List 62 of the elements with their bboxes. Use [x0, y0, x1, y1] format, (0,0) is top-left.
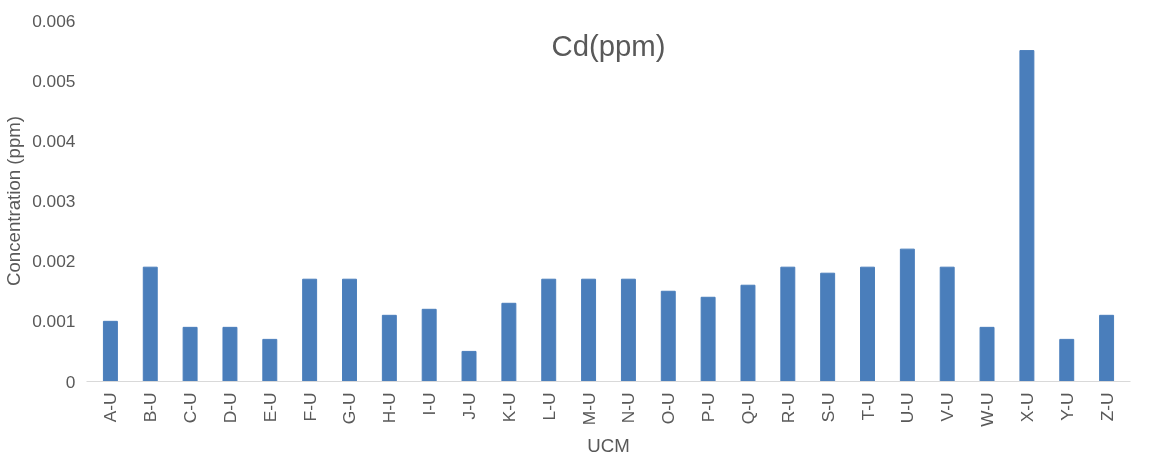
x-tick-label: L-U: [538, 392, 559, 421]
x-tick-label: A-U: [100, 392, 121, 423]
bar: [302, 278, 318, 382]
bar: [939, 266, 955, 382]
y-tick-label: 0.006: [32, 10, 76, 31]
x-tick-label: S-U: [817, 392, 838, 423]
bar: [1059, 338, 1075, 382]
x-tick-label: O-U: [658, 392, 679, 425]
x-tick-label: E-U: [259, 392, 280, 423]
bar: [461, 350, 477, 382]
y-axis-title: Concentration (ppm): [3, 115, 25, 287]
bar: [501, 302, 517, 382]
x-tick-label: B-U: [140, 392, 161, 423]
x-tick-label: M-U: [578, 392, 599, 426]
bar: [1019, 50, 1035, 382]
x-tick-label: C-U: [180, 392, 201, 424]
x-tick-label: Z-U: [1096, 392, 1117, 422]
x-tick-label: W-U: [977, 392, 998, 427]
x-tick-label: Q-U: [737, 392, 758, 425]
x-tick-label: V-U: [937, 392, 958, 422]
x-tick-label: G-U: [339, 392, 360, 425]
bar: [541, 278, 557, 382]
x-tick-label: J-U: [459, 392, 480, 420]
bar: [581, 278, 597, 382]
chart-title: Cd(ppm): [551, 28, 666, 62]
bar: [1099, 314, 1115, 382]
bar: [860, 266, 875, 382]
x-tick-label: D-U: [219, 392, 240, 424]
y-tick-label: 0: [65, 371, 76, 392]
bar: [102, 320, 118, 382]
y-tick-label: 0.004: [32, 130, 76, 151]
y-tick-label: 0.003: [32, 191, 76, 211]
x-tick-label: R-U: [777, 392, 798, 424]
x-tick-label: N-U: [618, 392, 639, 424]
y-tick-label: 0.005: [32, 70, 76, 91]
bar: [660, 290, 676, 382]
x-tick-label: I-U: [419, 392, 440, 416]
bar: [899, 248, 915, 382]
x-tick-label: H-U: [379, 392, 400, 424]
x-tick-label: T-U: [857, 392, 878, 421]
x-axis-title: UCM: [587, 434, 630, 456]
bar: [342, 278, 357, 382]
x-tick-label: P-U: [698, 392, 719, 423]
x-tick-label: K-U: [498, 392, 519, 423]
y-tick-label: 0.002: [32, 251, 76, 272]
bar: [421, 308, 437, 382]
y-tick-label: 0.001: [32, 311, 76, 332]
x-tick-label: U-U: [897, 392, 918, 424]
bar: [700, 296, 716, 382]
bar: [620, 278, 636, 382]
bar: [820, 272, 836, 382]
bar: [780, 266, 796, 382]
x-tick-label: F-U: [299, 392, 320, 422]
bar: [381, 314, 397, 382]
bar: [979, 326, 995, 382]
bar: [142, 266, 158, 382]
x-tick-label: Y-U: [1056, 392, 1077, 421]
bar: [222, 326, 238, 382]
bar: [262, 338, 278, 382]
bar: [740, 284, 756, 382]
bar: [182, 326, 198, 382]
x-tick-label: X-U: [1016, 392, 1037, 423]
